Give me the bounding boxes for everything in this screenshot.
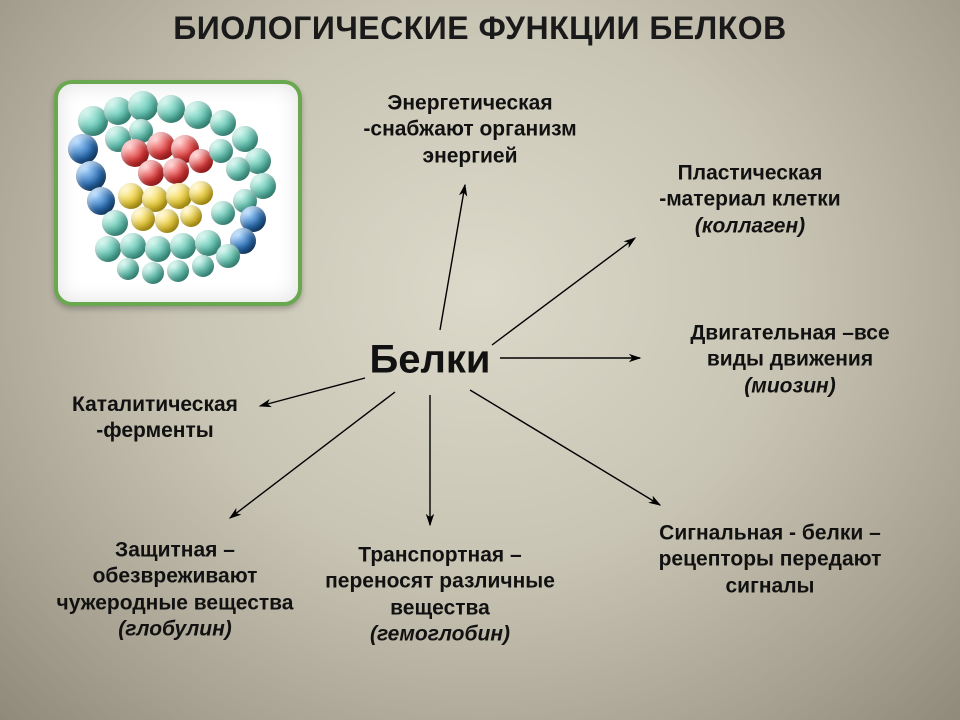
arrow-energy	[440, 185, 465, 330]
atom-yellow	[118, 183, 144, 209]
atom-teal	[184, 101, 212, 129]
atom-teal	[128, 91, 158, 121]
arrow-plastic	[492, 238, 635, 345]
node-line: чужеродные вещества	[25, 590, 325, 616]
atom-teal	[157, 95, 185, 123]
arrow-signal	[470, 390, 660, 505]
node-line: обезвреживают	[25, 564, 325, 590]
molecule-image	[54, 80, 302, 306]
node-signal: Сигнальная - белки –рецепторы передаютси…	[620, 521, 920, 600]
node-line: -материал клетки	[610, 187, 890, 213]
atom-teal	[210, 110, 236, 136]
node-example: (глобулин)	[25, 616, 325, 642]
atom-yellow	[155, 209, 179, 233]
atom-teal	[192, 255, 214, 277]
node-catalytic: Каталитическая-ферменты	[25, 392, 285, 445]
node-example: (гемоглобин)	[290, 621, 590, 647]
node-line: Энергетическая	[330, 91, 610, 117]
node-line: энергией	[330, 143, 610, 169]
node-plastic: Пластическая-материал клетки(коллаген)	[610, 161, 890, 240]
node-line: рецепторы передают	[620, 547, 920, 573]
atom-teal	[117, 258, 139, 280]
node-line: Транспортная –	[290, 543, 590, 569]
node-example: (миозин)	[640, 373, 940, 399]
node-motor: Двигательная –всевиды движения(миозин)	[640, 321, 940, 400]
atom-teal	[120, 233, 146, 259]
atom-teal	[95, 236, 121, 262]
atom-yellow	[189, 181, 213, 205]
node-protective: Защитная –обезвреживаютчужеродные вещест…	[25, 538, 325, 643]
slide-title: БИОЛОГИЧЕСКИЕ ФУНКЦИИ БЕЛКОВ	[0, 10, 960, 47]
node-transport: Транспортная –переносят различныевеществ…	[290, 543, 590, 648]
atom-blue	[76, 161, 106, 191]
atom-teal	[226, 157, 250, 181]
molecule-balls	[73, 101, 283, 286]
atom-yellow	[180, 205, 202, 227]
node-line: виды движения	[640, 347, 940, 373]
atom-red	[138, 160, 164, 186]
node-line: вещества	[290, 595, 590, 621]
atom-red	[163, 158, 189, 184]
node-example: (коллаген)	[610, 213, 890, 239]
atom-teal	[145, 236, 171, 262]
node-line: -снабжают организм	[330, 117, 610, 143]
node-line: -ферменты	[25, 418, 285, 444]
atom-teal	[102, 210, 128, 236]
node-energy: Энергетическая-снабжают организмэнергией	[330, 91, 610, 170]
atom-teal	[167, 260, 189, 282]
node-line: Защитная –	[25, 538, 325, 564]
node-line: сигналы	[620, 573, 920, 599]
atom-teal	[216, 244, 240, 268]
atom-teal	[170, 233, 196, 259]
node-line: Сигнальная - белки –	[620, 521, 920, 547]
node-line: переносят различные	[290, 569, 590, 595]
center-label: Белки	[369, 338, 490, 383]
node-line: Двигательная –все	[640, 321, 940, 347]
slide-title-text: БИОЛОГИЧЕСКИЕ ФУНКЦИИ БЕЛКОВ	[173, 10, 787, 46]
node-line: Каталитическая	[25, 392, 285, 418]
atom-blue	[68, 134, 98, 164]
atom-teal	[211, 201, 235, 225]
atom-yellow	[131, 207, 155, 231]
atom-teal	[142, 262, 164, 284]
center-label-text: Белки	[369, 338, 490, 382]
node-line: Пластическая	[610, 161, 890, 187]
